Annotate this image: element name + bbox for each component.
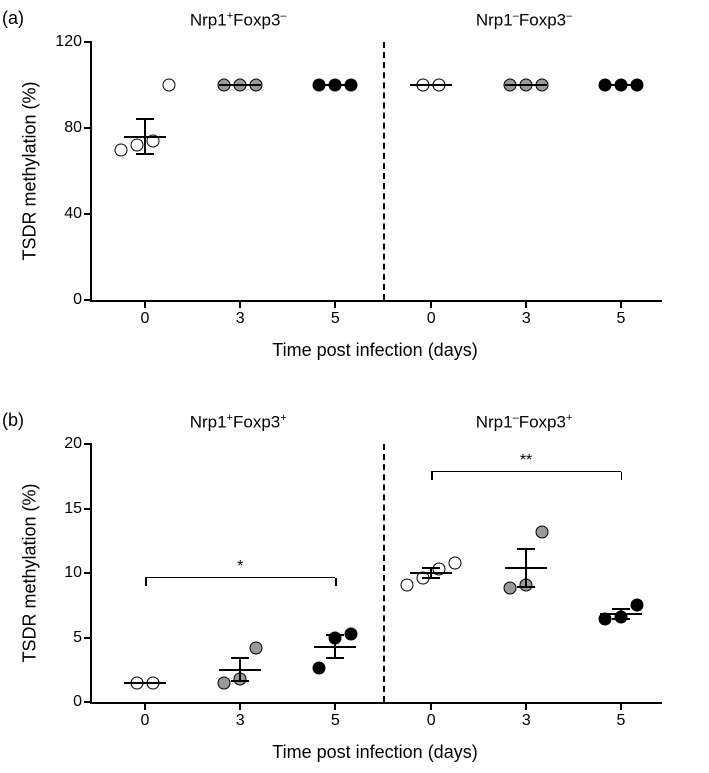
ytick-label: 80	[64, 119, 92, 137]
xtick-label: 0	[141, 300, 150, 328]
ytick-label: 10	[64, 564, 92, 582]
significance-tick	[145, 578, 147, 586]
significance-tick	[335, 578, 337, 586]
significance-label: *	[237, 558, 243, 576]
group-title-right: Nrp1–Foxp3–	[476, 10, 572, 31]
data-point	[536, 525, 549, 538]
xtick-label: 0	[427, 300, 436, 328]
significance-tick	[621, 472, 623, 480]
mean-bar	[600, 84, 642, 86]
error-cap	[326, 657, 344, 659]
error-bar	[334, 635, 336, 658]
error-cap	[517, 586, 535, 588]
data-point	[250, 641, 263, 654]
data-point	[504, 582, 517, 595]
panel-letter-a: (a)	[2, 8, 24, 29]
error-cap	[136, 118, 154, 120]
ytick-label: 0	[73, 693, 92, 711]
x-axis-label-a: Time post infection (days)	[272, 340, 477, 361]
error-bar	[525, 549, 527, 588]
error-bar	[144, 119, 146, 153]
plot-area-b: 05101520035035***	[90, 444, 662, 704]
group-title-left: Nrp1+Foxp3–	[190, 10, 287, 31]
group-title-left: Nrp1+Foxp3+	[190, 412, 287, 433]
xtick-label: 3	[522, 300, 531, 328]
significance-bar	[431, 471, 621, 473]
y-axis-label-b: TSDR methylation (%)	[20, 483, 41, 662]
data-point	[401, 578, 414, 591]
data-point	[218, 676, 231, 689]
mean-bar	[314, 84, 356, 86]
mean-bar	[505, 84, 547, 86]
significance-bar	[145, 577, 335, 579]
error-cap	[517, 548, 535, 550]
mean-bar	[410, 84, 452, 86]
x-axis-label-b: Time post infection (days)	[272, 742, 477, 763]
data-point	[313, 662, 326, 675]
data-point	[131, 139, 144, 152]
xtick-label: 3	[236, 300, 245, 328]
ytick-label: 20	[64, 435, 92, 453]
data-point	[163, 79, 176, 92]
group-divider	[383, 444, 385, 702]
group-divider	[383, 42, 385, 300]
data-point	[630, 599, 643, 612]
ytick-label: 0	[73, 291, 92, 309]
ytick-label: 15	[64, 500, 92, 518]
y-axis-label-a: TSDR methylation (%)	[20, 81, 41, 260]
xtick-label: 3	[236, 702, 245, 730]
group-title-right: Nrp1–Foxp3+	[476, 412, 573, 433]
significance-label: **	[520, 452, 532, 470]
plot-area-a: 04080120035035	[90, 42, 662, 302]
ytick-label: 120	[55, 33, 92, 51]
error-cap	[422, 577, 440, 579]
ytick-label: 40	[64, 205, 92, 223]
error-cap	[136, 153, 154, 155]
error-bar	[239, 658, 241, 681]
error-cap	[612, 608, 630, 610]
error-cap	[612, 618, 630, 620]
xtick-label: 3	[522, 702, 531, 730]
xtick-label: 0	[141, 702, 150, 730]
xtick-label: 5	[617, 702, 626, 730]
significance-tick	[431, 472, 433, 480]
data-point	[345, 627, 358, 640]
error-cap	[231, 657, 249, 659]
xtick-label: 0	[427, 702, 436, 730]
xtick-label: 5	[617, 300, 626, 328]
mean-bar	[219, 84, 261, 86]
xtick-label: 5	[331, 300, 340, 328]
error-cap	[422, 567, 440, 569]
ytick-label: 5	[73, 629, 92, 647]
data-point	[449, 556, 462, 569]
panel-letter-b: (b)	[2, 410, 24, 431]
data-point	[115, 143, 128, 156]
error-cap	[231, 680, 249, 682]
error-cap	[326, 634, 344, 636]
mean-bar	[124, 682, 166, 684]
xtick-label: 5	[331, 702, 340, 730]
